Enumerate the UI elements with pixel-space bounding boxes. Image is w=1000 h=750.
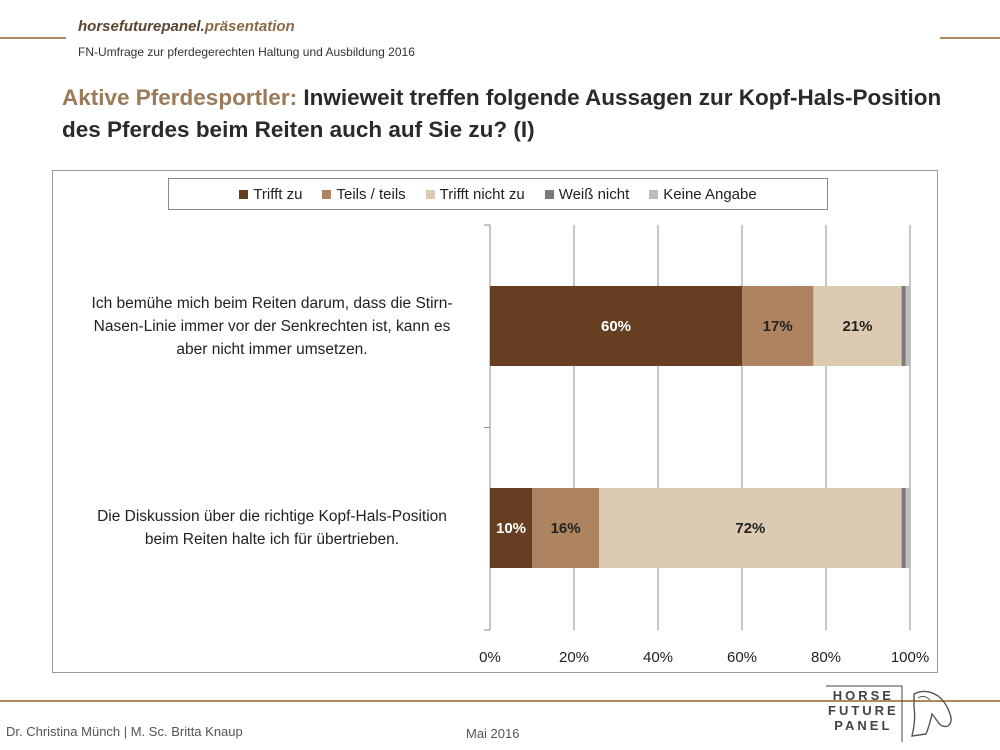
horse-head-icon: [826, 685, 952, 742]
data-label: 60%: [601, 318, 631, 335]
x-tick-label: 40%: [643, 649, 673, 666]
data-label: 17%: [763, 318, 793, 335]
data-label: 21%: [842, 318, 872, 335]
bar-segment: [742, 286, 814, 366]
data-label: 72%: [735, 520, 765, 537]
bar-segment: [490, 488, 532, 568]
legend-swatch: [544, 189, 554, 199]
bar-segment: [813, 286, 902, 366]
bar-segment: [532, 488, 600, 568]
logo-line-1: HORSE: [832, 688, 894, 703]
logo-line-3: PANEL: [834, 718, 893, 733]
legend-item: Weiß nicht: [544, 185, 630, 203]
bar-segment: [905, 488, 910, 568]
legend-swatch: [322, 189, 332, 199]
category-label-line: aber nicht immer umsetzen.: [176, 340, 368, 358]
brand-accent: präsentation: [204, 18, 295, 35]
legend-item: Trifft zu: [239, 186, 302, 203]
brand-title: horsefuturepanel.präsentation: [78, 18, 295, 35]
presentation-subtitle: FN-Umfrage zur pferdegerechten Haltung u…: [78, 45, 415, 59]
x-tick-label: 100%: [891, 649, 929, 666]
footer-date: Mai 2016: [466, 726, 520, 741]
legend-item: Trifft nicht zu: [425, 185, 525, 203]
data-label: 16%: [551, 520, 581, 537]
x-tick-label: 80%: [811, 649, 841, 666]
bar-segment: [901, 488, 906, 568]
footer-rule: [0, 700, 1000, 702]
legend-item: Keine Angabe: [649, 185, 757, 203]
bar-segment: [490, 286, 742, 366]
chart-legend: Trifft zu Teils / teils Trifft nicht zu Wei…: [168, 178, 828, 210]
bar-segment: [901, 286, 906, 366]
legend-label: Keine Angabe: [663, 185, 757, 203]
category-label-line: Nasen-Linie immer vor der Senkrechten is…: [93, 317, 451, 335]
x-tick-label: 20%: [559, 649, 589, 666]
logo-text: HORSE FUTURE PANEL: [828, 688, 899, 733]
category-label: Die Diskussion über die richtige Kopf-Ha…: [62, 505, 482, 551]
legend-label: Teils / teils: [336, 185, 406, 203]
legend-swatch: [425, 189, 435, 199]
category-label-line: beim Reiten halte ich für übertrieben.: [144, 531, 400, 548]
logo-line-2: FUTURE: [828, 703, 899, 718]
legend-item: Teils / teils: [322, 185, 406, 203]
legend-label: Trifft nicht zu: [439, 185, 525, 203]
legend-label: Weiß nicht: [558, 185, 630, 203]
brand-main: horsefuturepanel.: [78, 18, 205, 35]
category-label: Ich bemühe mich beim Reiten darum, dass …: [62, 292, 482, 361]
header-rule-left: [0, 37, 66, 39]
footer-authors: Dr. Christina Münch | M. Sc. Britta Knau…: [6, 724, 243, 739]
legend-swatch: [239, 189, 249, 199]
header-rule-right: [940, 37, 1000, 39]
horse-future-panel-logo: HORSE FUTURE PANEL: [822, 684, 962, 746]
bar-segment: [599, 488, 902, 568]
category-label-line: Die Diskussion über die richtige Kopf-Ha…: [97, 508, 447, 525]
data-label: 10%: [496, 520, 526, 537]
x-tick-label: 0%: [479, 649, 501, 666]
category-label-line: Ich bemühe mich beim Reiten darum, dass …: [91, 294, 453, 312]
headline-question: Inwieweit treffen folgende Aussagen zur …: [62, 85, 942, 142]
bar-segment: [905, 286, 910, 366]
chart-frame: [52, 170, 938, 673]
legend-swatch: [649, 189, 659, 199]
headline-lead: Aktive Pferdesportler:: [62, 85, 298, 110]
slide-headline: Aktive Pferdesportler: Inwieweit treffen…: [62, 82, 962, 146]
legend-label: Trifft zu: [253, 185, 303, 203]
x-tick-label: 60%: [727, 649, 757, 666]
